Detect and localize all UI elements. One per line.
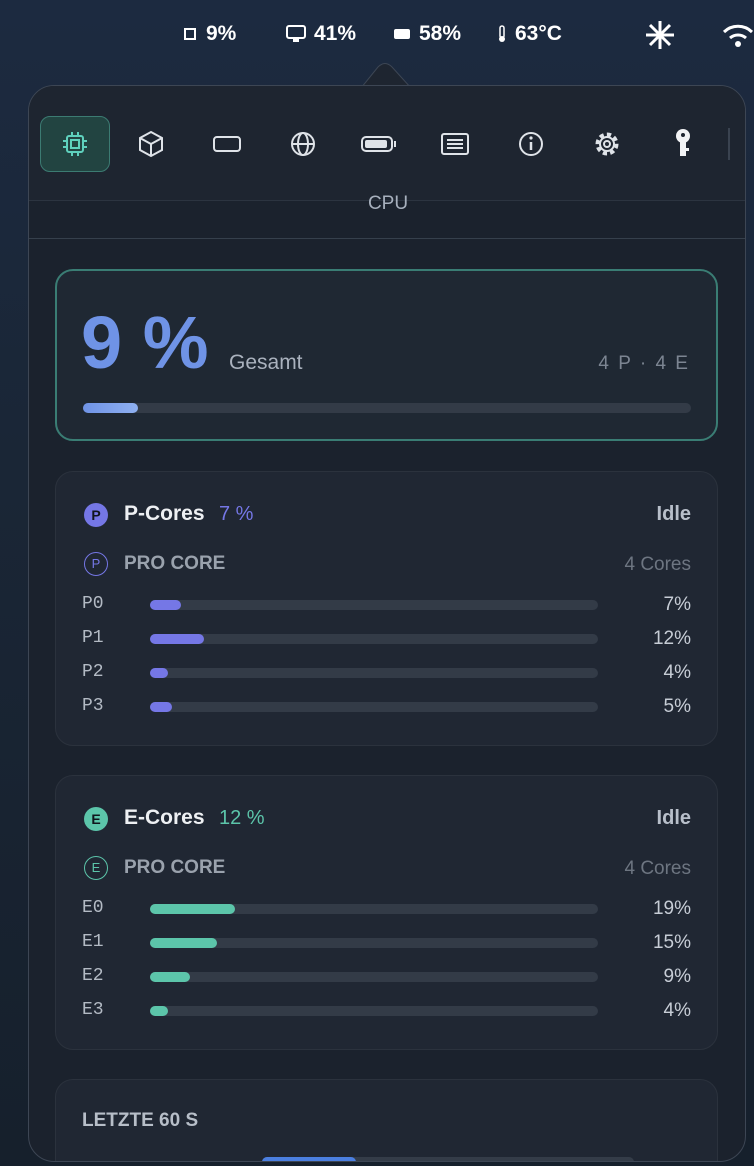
core-percent: 5% (663, 696, 691, 717)
core-bar (150, 938, 218, 948)
thermometer-icon (499, 25, 505, 42)
popover-caret (361, 63, 411, 88)
core-percent: 12% (652, 628, 691, 649)
core-track (150, 668, 598, 678)
gpu-status[interactable]: 41% (286, 22, 356, 46)
core-bar (150, 904, 236, 914)
core-name: P3 (82, 696, 104, 716)
core-track (150, 904, 598, 914)
group-state: Idle (656, 807, 691, 829)
group-badge: P (84, 503, 108, 527)
tab-battery[interactable] (344, 116, 414, 172)
memory-status[interactable]: 58% (393, 22, 461, 46)
sub-title: PRO CORE (124, 857, 226, 878)
menu-bar: 9% 41% 58% 63°C (0, 14, 754, 56)
sub-badge: P (84, 552, 108, 576)
tab-scroll-edge (728, 128, 730, 160)
core-count: 4 Cores (624, 858, 691, 879)
status-text: 41% (314, 22, 357, 45)
status-text: 9% (206, 22, 237, 45)
core-name: P0 (82, 594, 104, 614)
divider (29, 238, 745, 239)
core-count: 4 Cores (624, 554, 691, 575)
core-percent: 7% (663, 594, 691, 615)
core-percent: 15% (652, 932, 691, 953)
core-group-card: E E-Cores 12 % Idle E PRO CORE 4 Cores E0 19% E1 1… (55, 775, 718, 1050)
cpu-icon (184, 28, 196, 40)
core-percent: 4% (663, 1000, 691, 1021)
history-scroll (262, 1157, 634, 1161)
tab-info[interactable] (496, 116, 566, 172)
tab-memory[interactable] (192, 116, 262, 172)
tab-settings[interactable] (572, 116, 642, 172)
memory-icon (394, 29, 410, 39)
core-track (150, 634, 598, 644)
core-track (150, 1006, 598, 1016)
cpu-status[interactable]: 9% (182, 22, 236, 46)
tab-license[interactable] (648, 116, 718, 172)
history-title: LETZTE 60 S (82, 1110, 199, 1131)
section-title: CPU (367, 193, 409, 214)
core-name: E0 (82, 898, 104, 918)
core-name: E2 (82, 966, 104, 986)
group-name: E-Cores (124, 806, 205, 829)
sub-badge: E (84, 856, 108, 880)
popover-panel: CPU 9 % Gesamt 4 P · 4 E P P-Cores 7 % Idle… (28, 85, 746, 1162)
history-card: LETZTE 60 S (55, 1079, 718, 1161)
core-track (150, 600, 598, 610)
tab-network[interactable] (268, 116, 338, 172)
group-usage: 7 % (219, 503, 254, 525)
temp-status[interactable]: 63°C (497, 22, 562, 46)
display-icon (286, 25, 306, 42)
core-bar (150, 1006, 168, 1016)
total-track (83, 403, 691, 413)
total-caption: Gesamt (229, 351, 303, 374)
core-name: E3 (82, 1000, 104, 1020)
core-bar (150, 600, 182, 610)
group-name: P-Cores (124, 502, 205, 525)
core-percent: 19% (652, 898, 691, 919)
core-name: E1 (82, 932, 104, 952)
tab-cpu[interactable] (40, 116, 110, 172)
core-group-card: P P-Cores 7 % Idle P PRO CORE 4 Cores P0 7% P1 12%… (55, 471, 718, 746)
group-badge: E (84, 807, 108, 831)
core-percent: 4% (663, 662, 691, 683)
sub-title: PRO CORE (124, 553, 226, 574)
history-thumb (262, 1157, 356, 1161)
core-name: P2 (82, 662, 104, 682)
core-bar (150, 972, 191, 982)
group-state: Idle (656, 503, 691, 525)
total-card: 9 % Gesamt 4 P · 4 E (55, 269, 718, 441)
core-bar (150, 702, 173, 712)
core-track (150, 938, 598, 948)
tab-processes[interactable] (420, 116, 490, 172)
status-text: 63°C (515, 22, 562, 45)
group-usage: 12 % (219, 807, 265, 829)
wifi-icon[interactable] (722, 22, 754, 48)
app-icon[interactable] (644, 19, 676, 51)
tab-gpu[interactable] (116, 116, 186, 172)
core-track (150, 702, 598, 712)
core-percent: 9% (663, 966, 691, 987)
core-bar (150, 668, 168, 678)
core-track (150, 972, 598, 982)
tab-bar (29, 86, 745, 201)
total-usage: 9 % (81, 301, 209, 384)
core-summary: 4 P · 4 E (598, 353, 690, 374)
total-bar (83, 403, 138, 413)
status-text: 58% (419, 22, 462, 45)
core-name: P1 (82, 628, 104, 648)
core-bar (150, 634, 204, 644)
